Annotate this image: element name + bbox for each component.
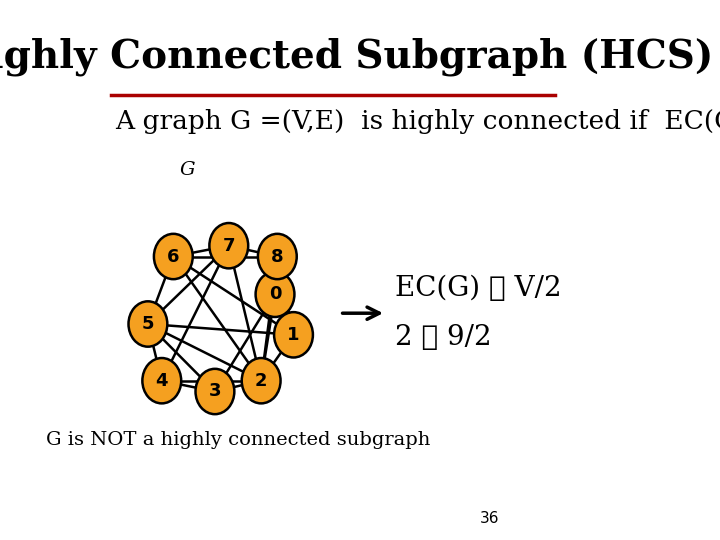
Text: 5: 5	[142, 315, 154, 333]
Text: A graph G =(V,E)  is highly connected if  EC(G)>V/2: A graph G =(V,E) is highly connected if …	[115, 109, 720, 134]
Text: 1: 1	[287, 326, 300, 344]
Text: Highly Connected Subgraph (HCS): Highly Connected Subgraph (HCS)	[0, 37, 714, 76]
Text: 6: 6	[167, 247, 179, 266]
Circle shape	[256, 272, 294, 317]
Circle shape	[128, 301, 167, 347]
Circle shape	[143, 358, 181, 403]
Text: 8: 8	[271, 247, 284, 266]
Text: 4: 4	[156, 372, 168, 390]
Text: 3: 3	[209, 382, 221, 401]
Circle shape	[242, 358, 281, 403]
Circle shape	[274, 312, 313, 357]
Text: 7: 7	[222, 237, 235, 255]
Text: G is NOT a highly connected subgraph: G is NOT a highly connected subgraph	[46, 431, 431, 449]
Circle shape	[210, 223, 248, 268]
Text: EC(G) ≷ V/2: EC(G) ≷ V/2	[395, 275, 562, 302]
Text: 2 ≷ 9/2: 2 ≷ 9/2	[395, 324, 492, 351]
Circle shape	[196, 369, 234, 414]
Circle shape	[154, 234, 193, 279]
Text: 2: 2	[255, 372, 267, 390]
Text: 36: 36	[480, 511, 500, 526]
Circle shape	[258, 234, 297, 279]
Text: G: G	[179, 161, 195, 179]
Text: 0: 0	[269, 285, 282, 303]
